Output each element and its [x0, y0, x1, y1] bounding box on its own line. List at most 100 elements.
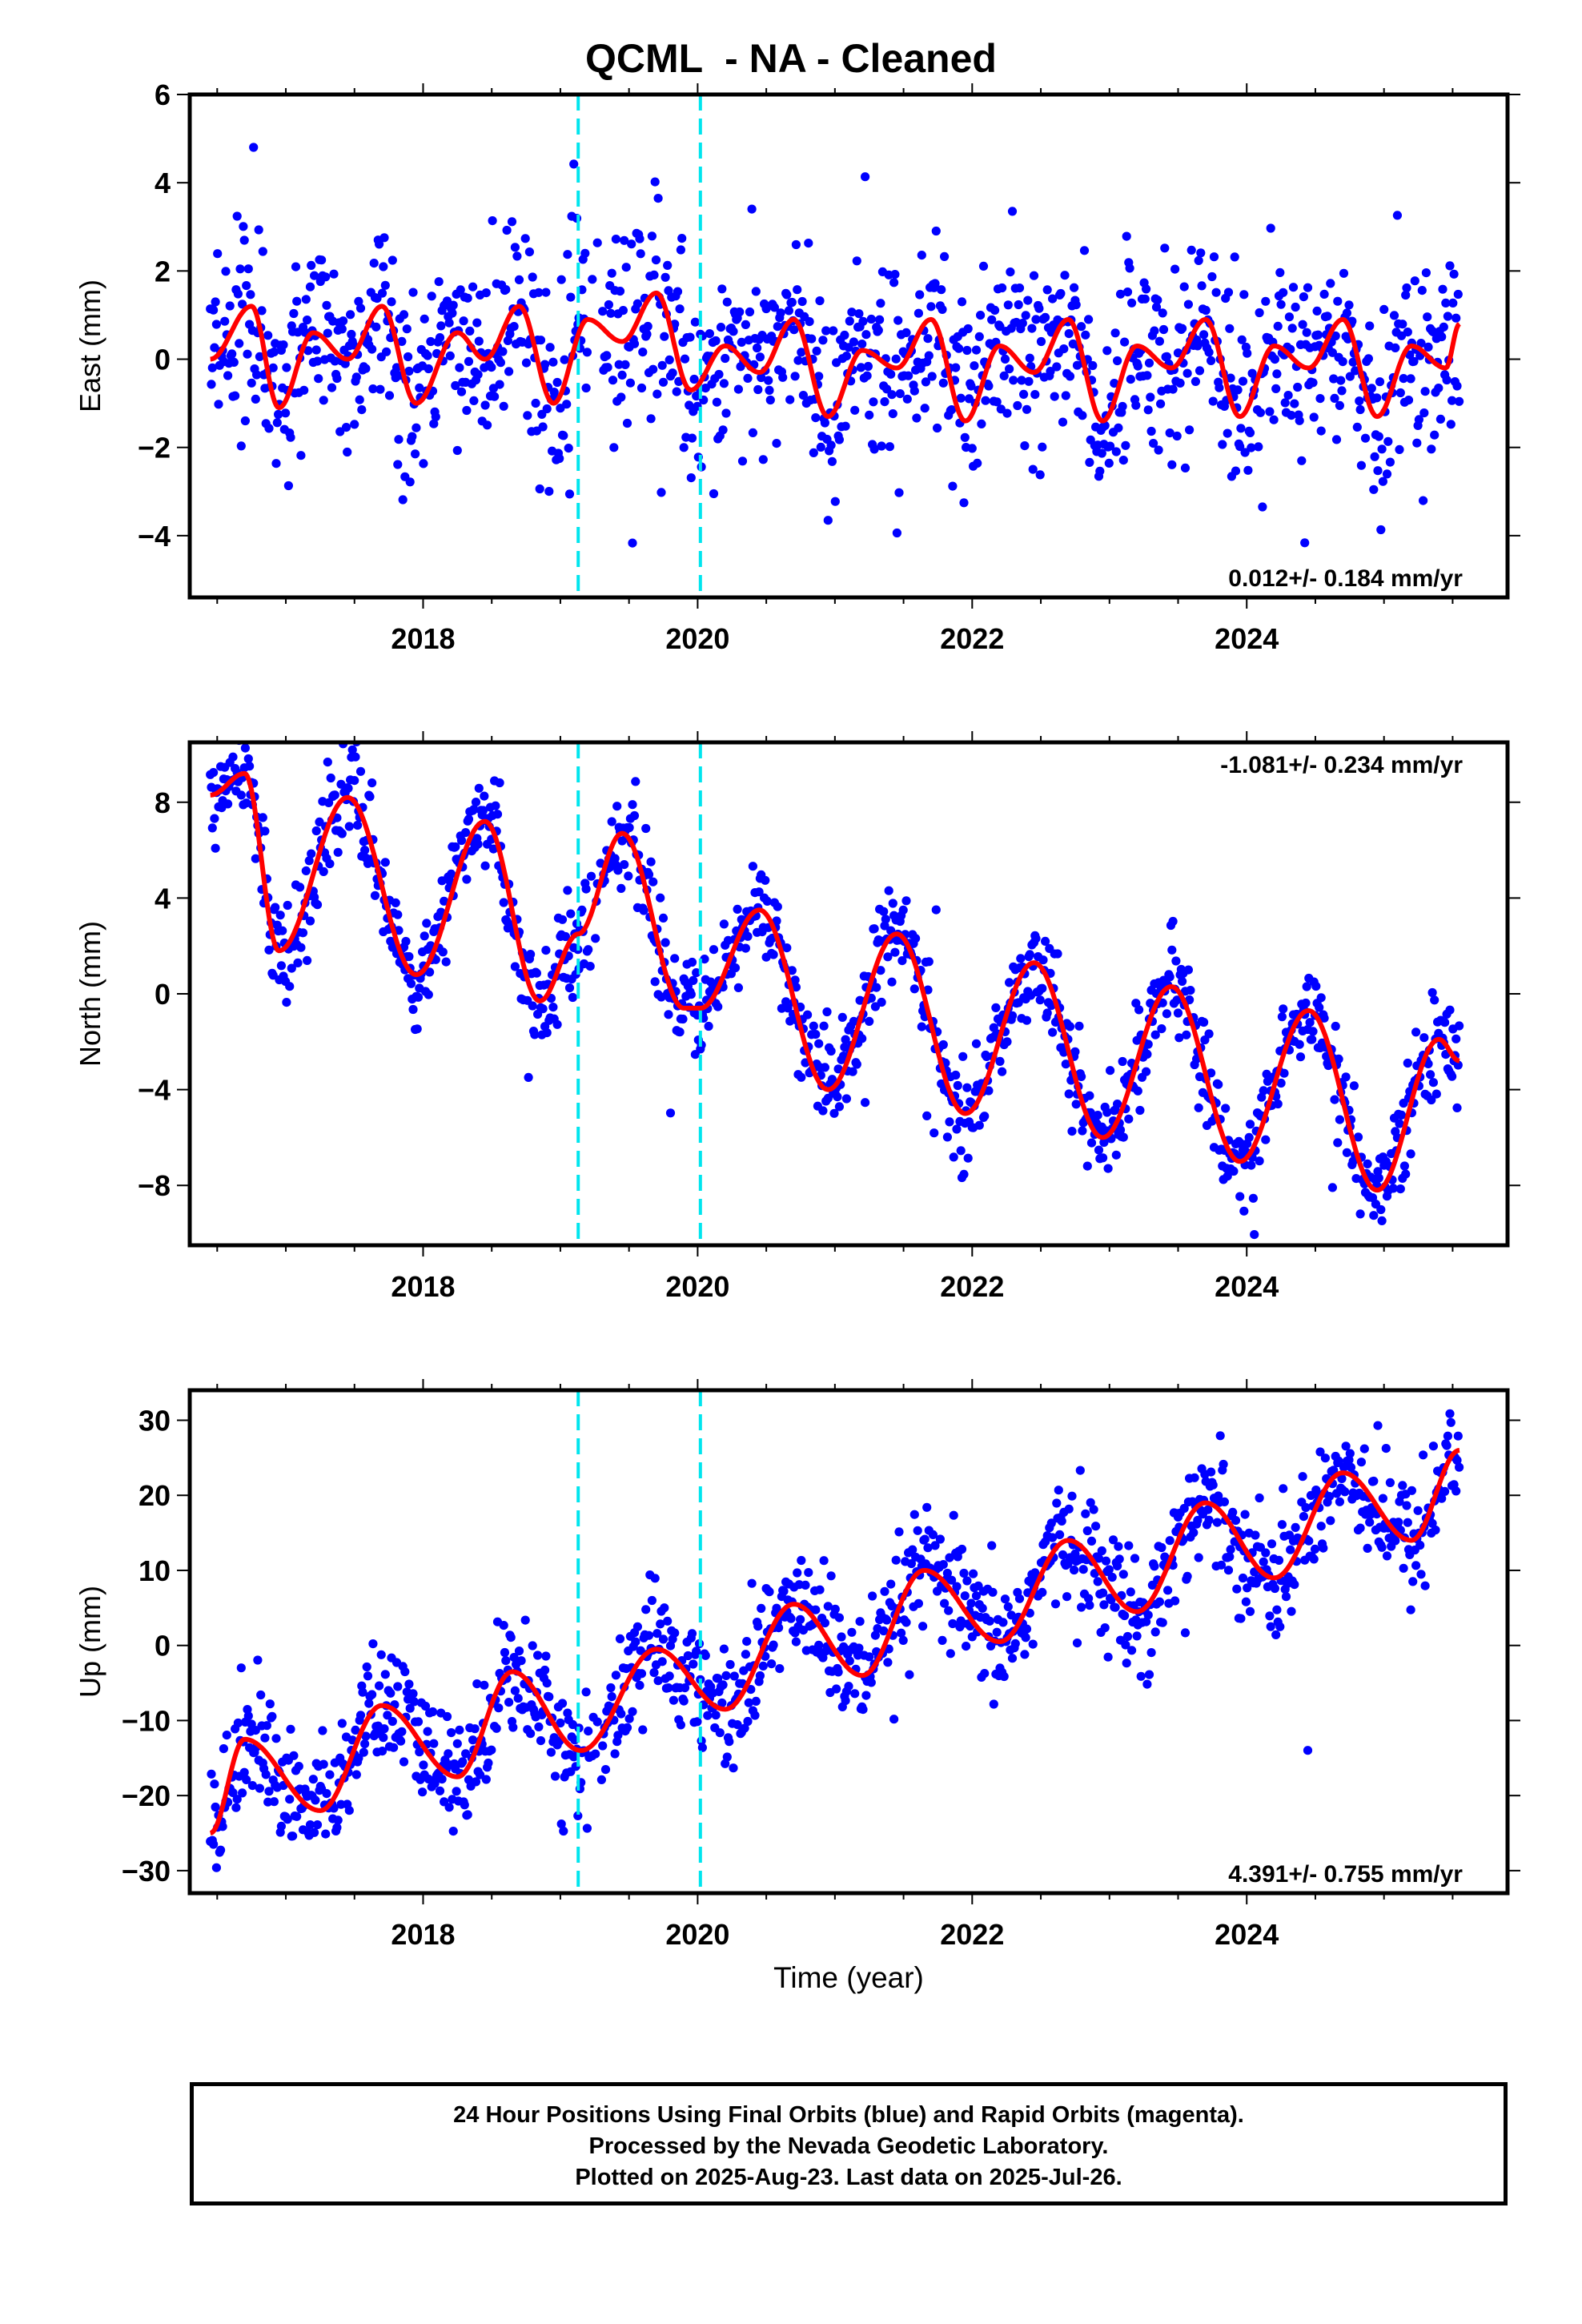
north-y-tick-label: 0: [155, 978, 171, 1011]
north-point-1123: [1369, 1211, 1379, 1220]
east-point-788: [1029, 271, 1039, 280]
north-point-349: [564, 983, 575, 993]
up-point-1: [207, 1769, 216, 1779]
north-point-249: [462, 875, 472, 884]
up-point-815: [1052, 1498, 1062, 1508]
east-point-1006: [1254, 442, 1263, 452]
north-point-607: [837, 1012, 847, 1022]
up-point-26: [232, 1795, 242, 1804]
north-point-505: [733, 904, 742, 914]
east-point-24: [231, 391, 240, 400]
north-point-722: [956, 1146, 966, 1156]
up-point-300: [514, 1647, 524, 1656]
up-point-49: [256, 1690, 266, 1700]
east-point-21: [227, 349, 237, 359]
east-point-167: [377, 288, 387, 298]
up-point-453: [679, 1696, 689, 1706]
up-y-tick-label: 30: [139, 1404, 171, 1437]
up-point-1204: [1452, 1455, 1462, 1466]
east-point-1059: [1308, 378, 1318, 388]
east-point-1078: [1327, 348, 1337, 357]
up-point-904: [1143, 1610, 1153, 1620]
east-point-398: [628, 538, 637, 548]
east-point-375: [604, 300, 614, 310]
east-y-tick-label: 4: [155, 167, 171, 199]
east-point-765: [1006, 267, 1015, 277]
east-point-417: [647, 231, 657, 241]
east-point-874: [1118, 401, 1127, 412]
north-point-931: [1171, 956, 1181, 966]
east-point-159: [369, 259, 379, 268]
east-point-397: [627, 239, 636, 249]
east-point-580: [815, 296, 825, 306]
east-point-538: [772, 439, 781, 448]
north-point-326: [541, 946, 551, 955]
up-point-754: [989, 1699, 998, 1709]
up-point-425: [650, 1574, 660, 1583]
east-point-995: [1243, 348, 1252, 358]
up-point-371: [591, 1749, 600, 1759]
up-point-1059: [1303, 1746, 1313, 1755]
east-point-1110: [1360, 433, 1371, 443]
east-point-1153: [1405, 350, 1415, 360]
north-point-925: [1165, 972, 1174, 982]
up-point-1111: [1356, 1458, 1366, 1467]
north-point-762: [998, 1067, 1007, 1076]
up-point-1008: [1251, 1530, 1260, 1540]
up-point-1110: [1355, 1523, 1365, 1533]
up-point-530: [758, 1661, 768, 1671]
east-point-261: [474, 336, 484, 346]
up-point-888: [1127, 1646, 1137, 1655]
up-point-225: [437, 1775, 447, 1784]
east-point-244: [456, 387, 467, 396]
up-point-1135: [1381, 1444, 1391, 1454]
north-point-816: [1053, 949, 1062, 959]
north-point-1148: [1395, 1119, 1404, 1128]
up-point-428: [653, 1676, 663, 1686]
up-point-939: [1179, 1503, 1189, 1514]
east-point-1183: [1435, 414, 1445, 424]
up-point-1003: [1245, 1606, 1255, 1616]
east-point-961: [1207, 271, 1217, 282]
up-point-1205: [1453, 1431, 1463, 1441]
north-point-1096: [1341, 1072, 1351, 1082]
up-point-845: [1082, 1526, 1092, 1536]
north-point-492: [719, 919, 729, 929]
north-point-987: [1229, 1166, 1239, 1176]
up-point-217: [429, 1739, 439, 1748]
up-point-883: [1122, 1659, 1131, 1668]
east-point-171: [382, 347, 391, 356]
east-point-732: [971, 345, 982, 355]
east-point-739: [978, 261, 989, 271]
east-point-1081: [1331, 331, 1340, 341]
up-point-918: [1158, 1618, 1167, 1627]
east-point-42: [249, 143, 259, 152]
east-point-157: [367, 344, 377, 354]
north-point-979: [1221, 1104, 1231, 1113]
up-point-674: [906, 1558, 916, 1569]
east-point-1046: [1295, 416, 1304, 425]
east-point-899: [1143, 405, 1153, 415]
east-point-347: [563, 250, 572, 259]
north-point-1204: [1452, 1103, 1462, 1112]
east-point-323: [538, 422, 548, 432]
east-point-694: [933, 423, 942, 433]
north-point-1130: [1376, 1204, 1386, 1215]
north-point-811: [1048, 1027, 1058, 1037]
up-point-585: [815, 1585, 825, 1594]
east-point-137: [347, 329, 356, 340]
north-point-993: [1235, 1192, 1245, 1201]
east-point-7: [213, 249, 223, 259]
east-point-224: [436, 321, 446, 331]
up-point-433: [658, 1634, 669, 1644]
up-point-650: [882, 1615, 892, 1625]
up-point-1160: [1407, 1486, 1416, 1495]
north-point-1016: [1259, 1086, 1268, 1096]
up-point-257: [470, 1724, 480, 1734]
east-point-804: [1046, 367, 1055, 376]
up-point-22: [228, 1788, 238, 1798]
east-point-27: [233, 289, 243, 299]
east-point-723: [962, 345, 972, 356]
east-point-544: [778, 372, 788, 382]
east-point-902: [1146, 426, 1156, 436]
